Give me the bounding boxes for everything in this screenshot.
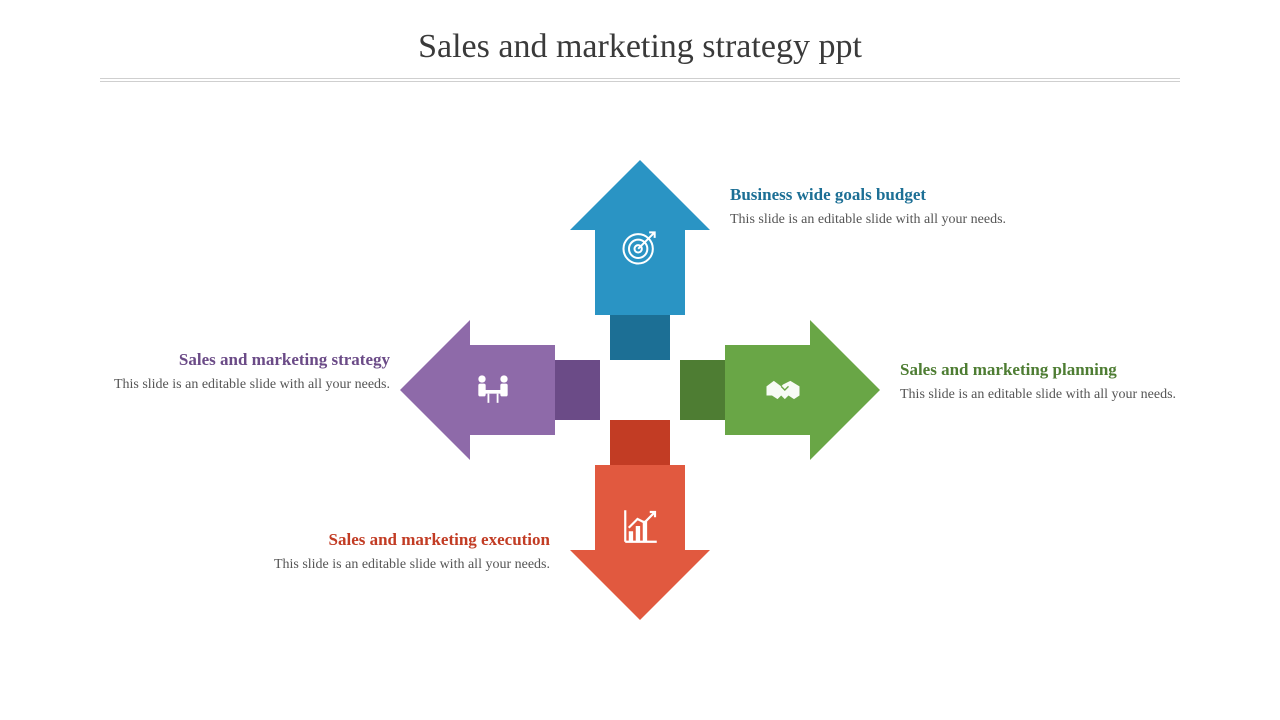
connector-down (610, 420, 670, 465)
target-icon (618, 225, 662, 269)
connector-left (555, 360, 600, 420)
label-down-body: This slide is an editable slide with all… (250, 556, 550, 575)
connector-up (610, 315, 670, 360)
label-left-title: Sales and marketing strategy (100, 350, 390, 370)
handshake-icon (760, 368, 806, 412)
label-left: Sales and marketing strategy This slide … (100, 350, 390, 395)
label-right-title: Sales and marketing planning (900, 360, 1190, 380)
label-down-title: Sales and marketing execution (250, 530, 550, 550)
label-up-title: Business wide goals budget (730, 185, 1020, 205)
slide: Sales and marketing strategy ppt (0, 0, 1280, 720)
label-left-body: This slide is an editable slide with all… (100, 376, 390, 395)
label-right-body: This slide is an editable slide with all… (900, 386, 1190, 405)
label-up: Business wide goals budget This slide is… (730, 185, 1020, 230)
connector-right (680, 360, 725, 420)
four-arrow-diagram: Business wide goals budget This slide is… (0, 0, 1280, 720)
chart-up-icon (620, 505, 662, 547)
label-right: Sales and marketing planning This slide … (900, 360, 1190, 405)
label-down: Sales and marketing execution This slide… (250, 530, 550, 575)
meeting-icon (470, 368, 516, 412)
label-up-body: This slide is an editable slide with all… (730, 211, 1020, 230)
